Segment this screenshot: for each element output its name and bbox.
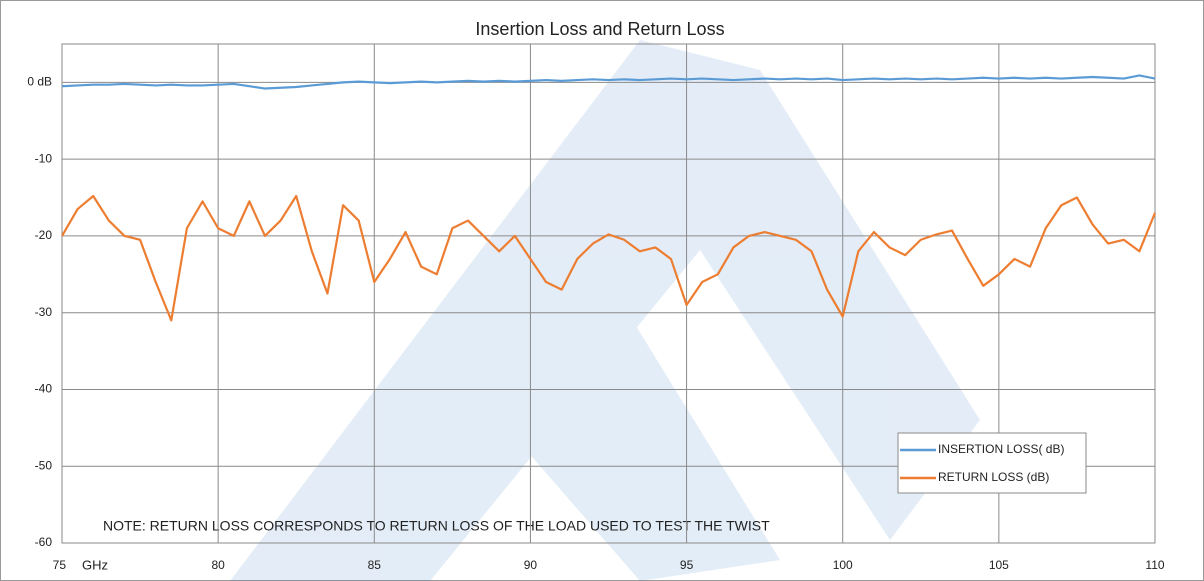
y-tick-label: -20 [35,228,53,242]
legend-label: RETURN LOSS (dB) [938,470,1049,484]
legend-box [897,432,1087,494]
y-tick-label: -40 [35,382,53,396]
x-tick-label: 85 [368,558,382,572]
y-tick-label: 0 dB [27,75,52,89]
legend-label: INSERTION LOSS( dB) [938,442,1064,456]
legend: INSERTION LOSS( dB) RETURN LOSS (dB) [897,432,1087,494]
watermark [230,40,980,581]
y-tick-label: -60 [35,535,53,549]
x-tick-label: 80 [211,558,225,572]
y-tick-label: -10 [35,151,53,165]
x-tick-label: 110 [1145,558,1164,572]
y-tick-label: -30 [35,305,53,319]
x-tick-label: 75 [53,558,67,572]
series-line [61,194,1157,322]
x-tick-label: 95 [680,558,694,572]
x-tick-label: 90 [524,558,538,572]
y-tick-label: -50 [35,458,53,472]
x-tick-label: 100 [833,558,853,572]
x-tick-label: 105 [989,558,1009,572]
chart-title: Insertion Loss and Return Loss [475,19,724,39]
annotation: NOTE: RETURN LOSS CORRESPONDS TO RETURN … [103,518,770,534]
series-line [61,74,1156,90]
x-axis-label: GHz [82,557,108,572]
